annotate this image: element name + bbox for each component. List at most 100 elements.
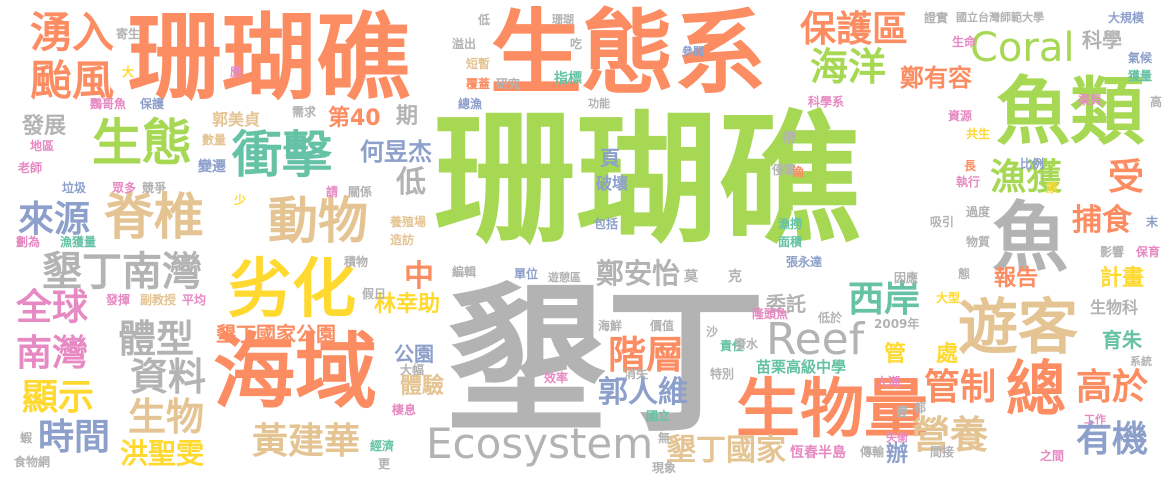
word-pohuai: 破壞 bbox=[596, 174, 629, 193]
word-longtouyu: 隆頭魚 bbox=[752, 307, 789, 321]
word-bianqian: 變遷 bbox=[198, 159, 226, 175]
word-shiwuwang: 食物網 bbox=[14, 455, 51, 469]
word-diyu: 低於 bbox=[818, 311, 843, 325]
word-kending-nanwan: 墾丁南灣 bbox=[42, 249, 202, 295]
word-zaofang: 造訪 bbox=[390, 233, 415, 247]
word-yuzhu: 育朱 bbox=[1102, 328, 1142, 352]
word-ziliao: 資料 bbox=[130, 355, 207, 399]
word-bianji: 編輯 bbox=[452, 265, 477, 279]
word-shengtai: 生態 bbox=[92, 114, 192, 172]
word-shanhu: 珊瑚 bbox=[552, 13, 574, 26]
word-yichu: 溢出 bbox=[452, 37, 477, 51]
word-qubei: 渠貝 bbox=[1078, 93, 1103, 107]
word-ecosystem: Ecosystem bbox=[426, 419, 654, 468]
word-fazhan: 發展 bbox=[22, 114, 67, 139]
word-liehua: 劣化 bbox=[228, 253, 356, 327]
word-laoshi: 老師 bbox=[18, 161, 43, 175]
word-huawei: 劃為 bbox=[16, 235, 41, 249]
word-ke: 克 bbox=[728, 269, 742, 285]
word-huoliang: 獲量 bbox=[1128, 69, 1153, 83]
word-quanqiu: 全球 bbox=[16, 287, 89, 328]
word-chuanshu: 傳輸 bbox=[860, 445, 885, 459]
word-yingxiang: 影響 bbox=[1100, 245, 1125, 259]
word-mo-small: 末 bbox=[1146, 215, 1159, 229]
word-gao: 高 bbox=[1150, 95, 1163, 109]
word-baohuqu: 保護區 bbox=[800, 9, 909, 50]
word-daguimo: 大規模 bbox=[1108, 11, 1145, 25]
word-zheng-yourong: 鄭有容 bbox=[900, 64, 972, 92]
word-canyue: 參閱 bbox=[682, 45, 704, 58]
word-yingyang: 營養 bbox=[912, 413, 989, 457]
word-di: 低 bbox=[396, 165, 426, 200]
word-jieceng: 階層 bbox=[608, 333, 685, 377]
word-yuhuo: 漁獲 bbox=[990, 157, 1063, 198]
word-zhang: 長 bbox=[964, 159, 977, 173]
word-zeren: 責任 bbox=[720, 339, 745, 353]
word-kending-national-park: 墾丁國家公園 bbox=[216, 322, 336, 346]
word-kexuexi: 科學系 bbox=[808, 95, 845, 109]
word-qinxi: 侵襲 bbox=[772, 163, 797, 177]
word-baoyu: 保育 bbox=[1136, 245, 1161, 259]
word-shuliang: 數量 bbox=[202, 133, 227, 147]
word-weituo: 委託 bbox=[766, 292, 806, 316]
word-huang-jianhua: 黃建華 bbox=[252, 421, 361, 462]
word-di-small: 低 bbox=[478, 13, 491, 27]
word-hong-shengwen: 洪聖雯 bbox=[120, 437, 205, 470]
word-nanwan: 南灣 bbox=[16, 333, 89, 374]
word-kending: 墾丁 bbox=[446, 268, 767, 455]
word-wu: 無 bbox=[658, 431, 671, 445]
word-jiazhi: 價值 bbox=[650, 319, 675, 333]
word-shengwu: 生物 bbox=[128, 395, 205, 439]
word-zhang-yongda: 張永達 bbox=[786, 255, 823, 269]
word-qing: 請 bbox=[326, 185, 339, 199]
word-jiwu: 積物 bbox=[344, 255, 369, 269]
word-xianshi: 顯示 bbox=[22, 377, 95, 418]
word-chongji: 衝擊 bbox=[232, 126, 332, 184]
word-guoli: 國立 bbox=[646, 409, 671, 423]
word-wuzhi: 物質 bbox=[966, 235, 991, 249]
word-renchao: 人潮 bbox=[876, 375, 901, 389]
word-shengwuke: 生物科 bbox=[1090, 298, 1139, 317]
word-jihua: 計畫 bbox=[1100, 266, 1145, 291]
word-xiaolv: 效率 bbox=[544, 371, 569, 385]
word-ban: 辦 bbox=[886, 442, 909, 467]
word-jingzheng: 競爭 bbox=[142, 181, 167, 195]
word-guanxi: 關係 bbox=[348, 185, 373, 199]
word-shanhujiao-main: 珊瑚礁 bbox=[434, 98, 860, 263]
word-shou: 受 bbox=[1108, 157, 1145, 198]
word-tai: 態 bbox=[958, 267, 971, 281]
word-gaoyu: 高於 bbox=[1076, 367, 1149, 408]
word-da: 大 bbox=[122, 65, 135, 79]
word-baohu: 保護 bbox=[140, 97, 165, 111]
word-zongyu: 總漁 bbox=[458, 97, 483, 111]
word-mo: 莫 bbox=[684, 269, 698, 285]
word-shijian: 時間 bbox=[38, 417, 111, 458]
word-yinggeyu: 鸚哥魚 bbox=[90, 97, 127, 111]
word-yulao: 漁撈 bbox=[778, 217, 803, 231]
word-kexue: 科學 bbox=[1082, 28, 1122, 52]
word-hengchun: 恆春半島 bbox=[790, 445, 846, 461]
word-zheng-anyi: 鄭安怡 bbox=[596, 257, 681, 290]
word-jianjie: 間接 bbox=[930, 445, 955, 459]
word-zhengshi: 證實 bbox=[924, 11, 949, 25]
word-tebie: 特別 bbox=[710, 367, 735, 381]
word-gongsheng: 共生 bbox=[966, 127, 991, 141]
word-sha: 沙 bbox=[706, 325, 719, 339]
word-shengwuliang: 生物量 bbox=[736, 373, 928, 447]
word-zhongduo: 眾多 bbox=[112, 181, 137, 195]
word-fugai: 覆蓋 bbox=[466, 77, 491, 91]
word-jingji: 經濟 bbox=[370, 439, 395, 453]
word-reef: Reef bbox=[766, 314, 865, 365]
word-qixi: 棲息 bbox=[392, 403, 417, 417]
word-yuan: 原 bbox=[1046, 181, 1059, 195]
word-danwei: 單位 bbox=[514, 267, 539, 281]
word-zhibiao: 指標 bbox=[554, 71, 582, 87]
word-yangzhichang: 養殖場 bbox=[390, 215, 427, 229]
word-yongru: 湧入 bbox=[30, 8, 115, 57]
word-pingjun: 平均 bbox=[182, 293, 207, 307]
word-coral: Coral bbox=[970, 25, 1075, 71]
word-jizhui: 脊椎 bbox=[104, 188, 204, 246]
word-diqu: 地區 bbox=[30, 139, 55, 153]
word-xiyin: 吸引 bbox=[930, 215, 955, 229]
word-dongwu: 動物 bbox=[268, 192, 368, 250]
